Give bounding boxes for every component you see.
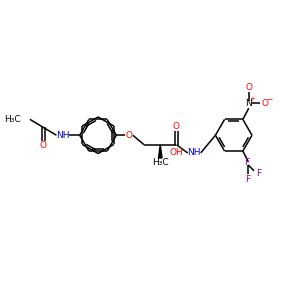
Text: +: +: [250, 96, 256, 102]
Text: O: O: [40, 141, 47, 150]
Text: O: O: [262, 99, 268, 108]
Text: N: N: [245, 99, 252, 108]
Text: F: F: [246, 175, 251, 184]
Text: O: O: [125, 131, 132, 140]
Text: NH: NH: [188, 148, 201, 158]
Polygon shape: [158, 145, 162, 158]
Text: H₃C: H₃C: [4, 115, 21, 124]
Text: H₃C: H₃C: [152, 158, 169, 167]
Text: F: F: [244, 158, 249, 167]
Text: −: −: [266, 95, 273, 104]
Text: OH: OH: [169, 148, 183, 158]
Text: O: O: [173, 122, 180, 131]
Text: F: F: [256, 169, 261, 178]
Text: O: O: [245, 83, 252, 92]
Text: NH: NH: [56, 131, 70, 140]
